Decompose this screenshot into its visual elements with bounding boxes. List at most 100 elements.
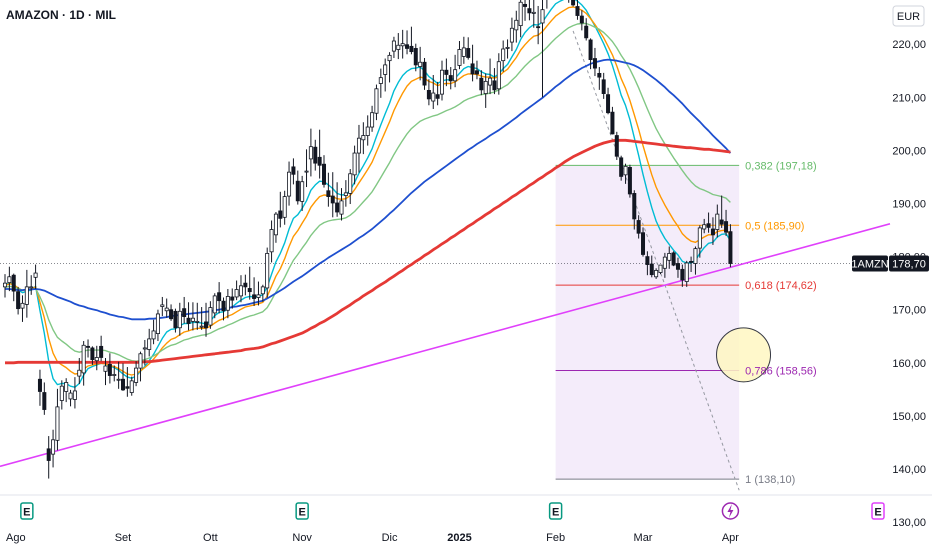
- y-axis-tick-label: 150,00: [892, 411, 926, 423]
- candle: [391, 36, 396, 59]
- candle: [588, 38, 593, 70]
- candle: [592, 47, 597, 77]
- candle-body-down: [221, 300, 226, 312]
- candle: [671, 251, 676, 267]
- ma-line-ma200: [5, 138, 731, 365]
- candle: [387, 52, 392, 83]
- candle-body-up: [501, 48, 506, 62]
- candle-body-down: [632, 193, 637, 220]
- candle: [134, 361, 139, 387]
- candle-body-down: [527, 8, 532, 14]
- candle-body-up: [540, 9, 545, 24]
- candle-body-up: [431, 92, 436, 102]
- candle-body-up: [439, 69, 444, 95]
- earnings-box: [295, 502, 309, 520]
- candle-body-down: [278, 210, 283, 219]
- candle: [291, 158, 296, 185]
- trendline: [0, 223, 891, 468]
- candle-body-up: [190, 317, 195, 322]
- x-axis-tick-label: Apr: [722, 532, 739, 544]
- x-axis-tick-label: Ott: [203, 532, 218, 544]
- candle: [86, 339, 91, 358]
- candle: [247, 266, 252, 300]
- candle-body-up: [116, 378, 121, 381]
- y-axis-tick-label: 160,00: [892, 358, 926, 370]
- candle: [426, 79, 431, 106]
- candle: [619, 155, 624, 181]
- candle: [3, 274, 8, 298]
- candle: [243, 274, 248, 296]
- candle: [571, 0, 576, 7]
- candle: [204, 302, 209, 337]
- candle: [627, 164, 632, 198]
- candle-body-down: [313, 146, 318, 164]
- candle-body-down: [230, 296, 235, 301]
- candle-body-up: [265, 253, 270, 289]
- candle-body-up: [282, 196, 287, 218]
- candle-body-down: [107, 363, 112, 376]
- earnings-marker-icon[interactable]: E: [548, 502, 563, 520]
- candle: [693, 246, 698, 275]
- candle: [488, 58, 493, 95]
- candle-body-down: [169, 309, 174, 320]
- candle-body-down: [409, 45, 414, 53]
- candle-body-down: [470, 63, 475, 75]
- candle-body-up: [7, 276, 12, 284]
- candle-body-down: [588, 39, 593, 60]
- candle-body-down: [649, 263, 654, 276]
- candle: [195, 302, 200, 330]
- candle: [470, 44, 475, 82]
- candle: [689, 256, 694, 272]
- candle-body-down: [173, 310, 178, 329]
- currency-label: EUR: [897, 11, 920, 23]
- candle: [474, 60, 479, 80]
- candle-body-up: [147, 338, 152, 350]
- candle-body-up: [496, 61, 501, 90]
- candle-body-up: [693, 248, 698, 264]
- y-axis-tick-label: 220,00: [892, 39, 926, 51]
- candle-body-up: [3, 282, 8, 288]
- candle: [295, 170, 300, 205]
- candle-body-down: [671, 252, 676, 266]
- candle-body-up: [129, 380, 134, 393]
- candle-body-up: [505, 46, 510, 49]
- candle-body-down: [182, 308, 187, 318]
- candle: [724, 209, 729, 236]
- candle: [29, 275, 34, 295]
- candle: [208, 301, 213, 329]
- candle-body-up: [374, 88, 379, 114]
- candle: [81, 341, 86, 386]
- candle-body-up: [24, 286, 29, 305]
- currency-button[interactable]: EUR: [892, 5, 925, 27]
- candle-body-up: [234, 289, 239, 298]
- candle-body-down: [492, 80, 497, 91]
- earnings-marker-icon[interactable]: E: [295, 502, 309, 520]
- candle: [173, 308, 178, 333]
- candle: [645, 251, 650, 276]
- candle: [238, 275, 243, 303]
- candle: [335, 182, 340, 217]
- x-axis-tick-label: Set: [115, 532, 132, 544]
- candle: [265, 247, 270, 298]
- candle: [435, 81, 440, 106]
- earnings-marker-icon[interactable]: E: [871, 502, 885, 520]
- candle-body-up: [352, 152, 357, 176]
- candle: [99, 335, 104, 362]
- candle: [702, 218, 707, 234]
- candle: [531, 0, 536, 28]
- earnings-marker-icon[interactable]: E: [20, 502, 34, 520]
- candle: [343, 180, 348, 207]
- candle-body-down: [448, 75, 453, 82]
- candle-body-up: [387, 54, 392, 62]
- candle: [479, 70, 484, 96]
- x-axis-tick-label: Dic: [382, 532, 398, 544]
- candle: [37, 369, 42, 406]
- dividend-bolt-icon[interactable]: [721, 502, 740, 520]
- candle: [383, 58, 388, 92]
- candle: [654, 268, 659, 279]
- candle: [579, 10, 584, 31]
- candle: [684, 260, 689, 287]
- candle-body-down: [42, 392, 47, 410]
- candle: [457, 41, 462, 70]
